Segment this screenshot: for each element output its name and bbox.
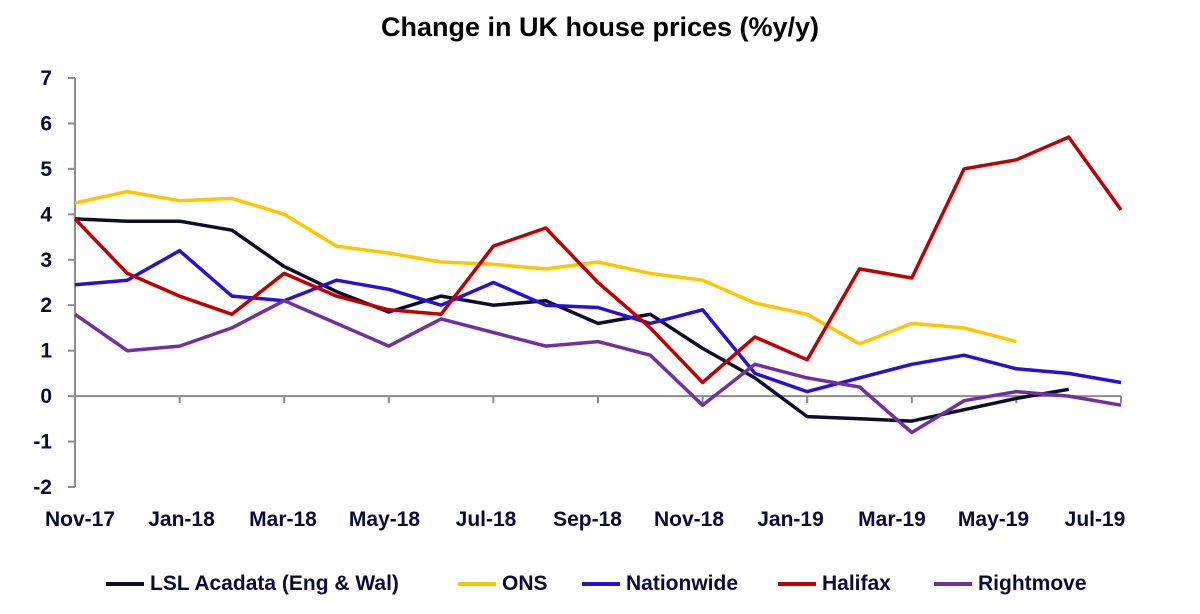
x-axis-ticks: Nov-17 Jan-18 Mar-18 May-18 Jul-18 Sep-18 Nov-… — [45, 508, 1125, 531]
y-tick-label: 5 — [40, 158, 52, 181]
x-tick-label: Sep-18 — [553, 508, 622, 531]
y-tick-label: -2 — [33, 476, 52, 499]
y-tick-label: 7 — [40, 67, 52, 90]
x-tick-label: Mar-19 — [858, 508, 926, 531]
y-tick-label: 4 — [40, 203, 52, 226]
legend-label-nationwide: Nationwide — [626, 572, 739, 595]
series-line-halifax — [73, 135, 1123, 385]
legend-swatch-nationwide — [582, 582, 620, 586]
x-tick-label: Jul-19 — [1065, 508, 1126, 531]
series-line-rightmove — [74, 298, 1122, 435]
legend-swatch-lsl — [106, 582, 144, 586]
series-line-ons — [74, 189, 1017, 346]
y-tick-label: -1 — [33, 431, 52, 454]
legend-swatch-ons — [458, 582, 496, 586]
y-tick-label: 2 — [40, 294, 52, 317]
legend-label-halifax: Halifax — [822, 572, 891, 595]
legend-item-lsl: LSL Acadata (Eng & Wal) — [106, 566, 399, 602]
x-tick-label: Jan-19 — [757, 508, 824, 531]
legend-swatch-halifax — [778, 582, 816, 586]
axes — [68, 77, 1122, 488]
x-tick-label: Jan-18 — [148, 508, 215, 531]
series-line-nationwide — [74, 248, 1122, 394]
y-axis-ticks: 7 6 5 4 3 2 1 0 -1 -2 — [33, 67, 52, 499]
legend-item-nationwide: Nationwide — [582, 566, 738, 602]
legend-label-lsl: LSL Acadata (Eng & Wal) — [150, 572, 399, 595]
y-tick-label: 6 — [40, 112, 52, 135]
x-tick-label: Jul-18 — [456, 508, 517, 531]
chart-title: Change in UK house prices (%y/y) — [380, 12, 820, 42]
x-tick-label: Nov-17 — [45, 508, 115, 531]
legend-item-halifax: Halifax — [778, 566, 891, 602]
legend-label-ons: ONS — [502, 572, 548, 595]
y-tick-label: 0 — [40, 385, 52, 408]
legend-label-rightmove: Rightmove — [978, 572, 1087, 595]
x-tick-label: May-19 — [958, 508, 1029, 531]
legend: LSL Acadata (Eng & Wal) ONS Nationwide H… — [0, 566, 1200, 602]
x-tick-label: Mar-18 — [249, 508, 317, 531]
x-tick-label: May-18 — [349, 508, 421, 531]
series-lines — [73, 135, 1123, 435]
x-tick-label: Nov-18 — [654, 508, 724, 531]
legend-item-ons: ONS — [458, 566, 548, 602]
legend-swatch-rightmove — [934, 582, 972, 586]
legend-item-rightmove: Rightmove — [934, 566, 1087, 602]
y-tick-label: 3 — [40, 249, 52, 272]
y-tick-label: 1 — [40, 340, 52, 363]
series-line-lsl-acadata-eng-wal — [74, 217, 1069, 423]
